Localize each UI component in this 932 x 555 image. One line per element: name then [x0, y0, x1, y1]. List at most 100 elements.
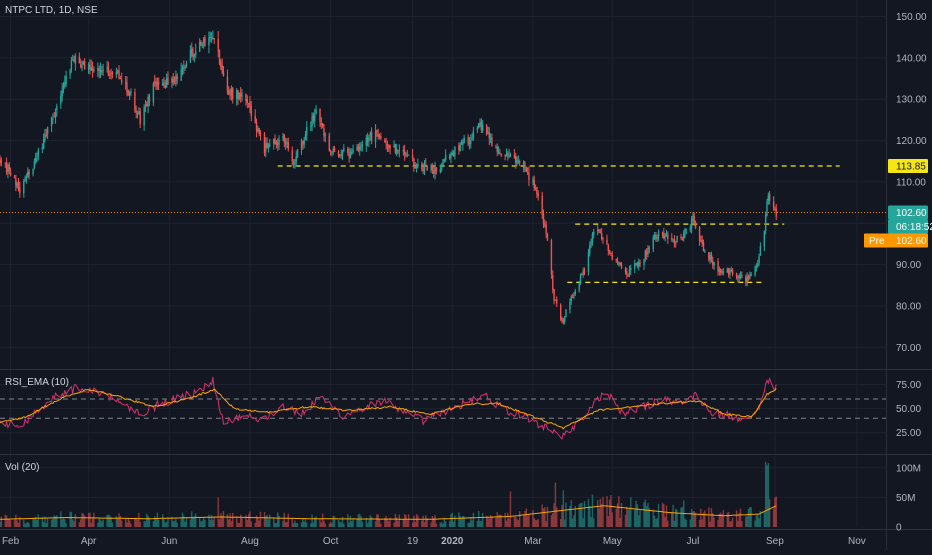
volume-bar	[191, 511, 193, 527]
candle-body	[70, 60, 73, 70]
candle	[433, 164, 435, 178]
candle	[741, 271, 743, 279]
candle-body	[746, 276, 748, 282]
candle-body	[615, 259, 617, 261]
candle-body	[495, 146, 497, 148]
candle-body	[689, 227, 691, 230]
candle	[425, 157, 427, 167]
candle	[435, 167, 438, 175]
volume-bar	[266, 514, 268, 527]
candle-body	[396, 148, 398, 154]
candle-body	[269, 144, 271, 147]
volume-bar	[24, 523, 26, 527]
volume-bar	[423, 521, 426, 527]
volume-bar	[331, 522, 333, 527]
candle-body	[15, 178, 17, 186]
volume-bar	[220, 513, 222, 527]
candle	[278, 135, 280, 150]
candle-body	[282, 136, 284, 138]
candle	[257, 125, 259, 133]
candle-body	[448, 156, 451, 159]
volume-bar	[730, 520, 732, 527]
candle-body	[435, 167, 438, 172]
candle	[33, 158, 36, 170]
candle-body	[331, 151, 333, 154]
candle-body	[165, 78, 168, 88]
candle-body	[718, 269, 721, 273]
volume-bar	[33, 517, 36, 527]
candle-body	[41, 147, 44, 150]
candle	[275, 140, 278, 149]
candle-body	[685, 229, 688, 231]
candle-body	[247, 103, 250, 105]
candle	[250, 100, 252, 122]
candle	[247, 102, 250, 108]
volume-bar	[545, 521, 547, 527]
candle-body	[556, 299, 558, 304]
candle	[378, 133, 381, 140]
volume-bar	[352, 518, 354, 527]
candle-body	[255, 121, 258, 132]
volume-bar	[433, 517, 435, 527]
volume-bar	[389, 517, 391, 527]
volume-bar	[398, 514, 401, 527]
volume-bar	[516, 518, 518, 527]
candle	[52, 113, 54, 125]
candle-body	[50, 118, 53, 127]
volume-bar	[452, 521, 455, 527]
candle-body	[278, 139, 280, 146]
volume-bar	[636, 504, 639, 527]
candle-body	[221, 65, 223, 73]
candle-body	[287, 142, 289, 150]
candle-body	[505, 154, 508, 157]
candle-body	[64, 82, 66, 86]
volume-bar	[348, 522, 350, 527]
candle-body	[35, 157, 37, 162]
candle	[718, 266, 721, 276]
candle-body	[766, 201, 768, 216]
candle	[97, 62, 99, 77]
candle-body	[729, 269, 731, 275]
candle-body	[722, 271, 725, 273]
volume-bar	[218, 519, 221, 527]
volume-bar	[27, 522, 29, 527]
candle-body	[444, 155, 447, 161]
candle	[130, 88, 132, 97]
time-tick-label: 19	[407, 536, 419, 547]
candle	[434, 161, 436, 180]
candle-body	[522, 161, 525, 168]
candle	[611, 250, 613, 261]
candle	[323, 123, 325, 142]
candle-body	[644, 250, 647, 260]
candle	[480, 118, 483, 134]
candle	[54, 108, 57, 124]
volume-bar	[291, 519, 293, 527]
candle-body	[222, 71, 225, 77]
volume-bar	[574, 506, 576, 527]
candle-body	[635, 263, 637, 265]
candle	[470, 134, 472, 149]
candle-body	[302, 141, 304, 145]
volume-bar	[478, 511, 480, 527]
level-badge-text: 113.85	[896, 162, 926, 173]
candle-body	[284, 142, 287, 144]
candle-body	[148, 96, 151, 102]
candle-body	[546, 233, 549, 241]
last-price-badge-text: 102.60	[896, 208, 927, 219]
candle-body	[516, 159, 518, 165]
candle	[468, 136, 471, 150]
candle-body	[684, 229, 686, 234]
volume-bar	[550, 515, 553, 527]
candle	[314, 108, 316, 128]
candle	[361, 140, 364, 152]
candle-body	[310, 125, 312, 127]
volume-bar	[450, 514, 452, 527]
volume-bar	[91, 517, 94, 527]
volume-bar	[109, 515, 111, 527]
last-price-badge: 102.60	[888, 205, 928, 220]
candle	[680, 233, 682, 240]
candle-body	[559, 304, 562, 320]
candle	[128, 90, 131, 101]
